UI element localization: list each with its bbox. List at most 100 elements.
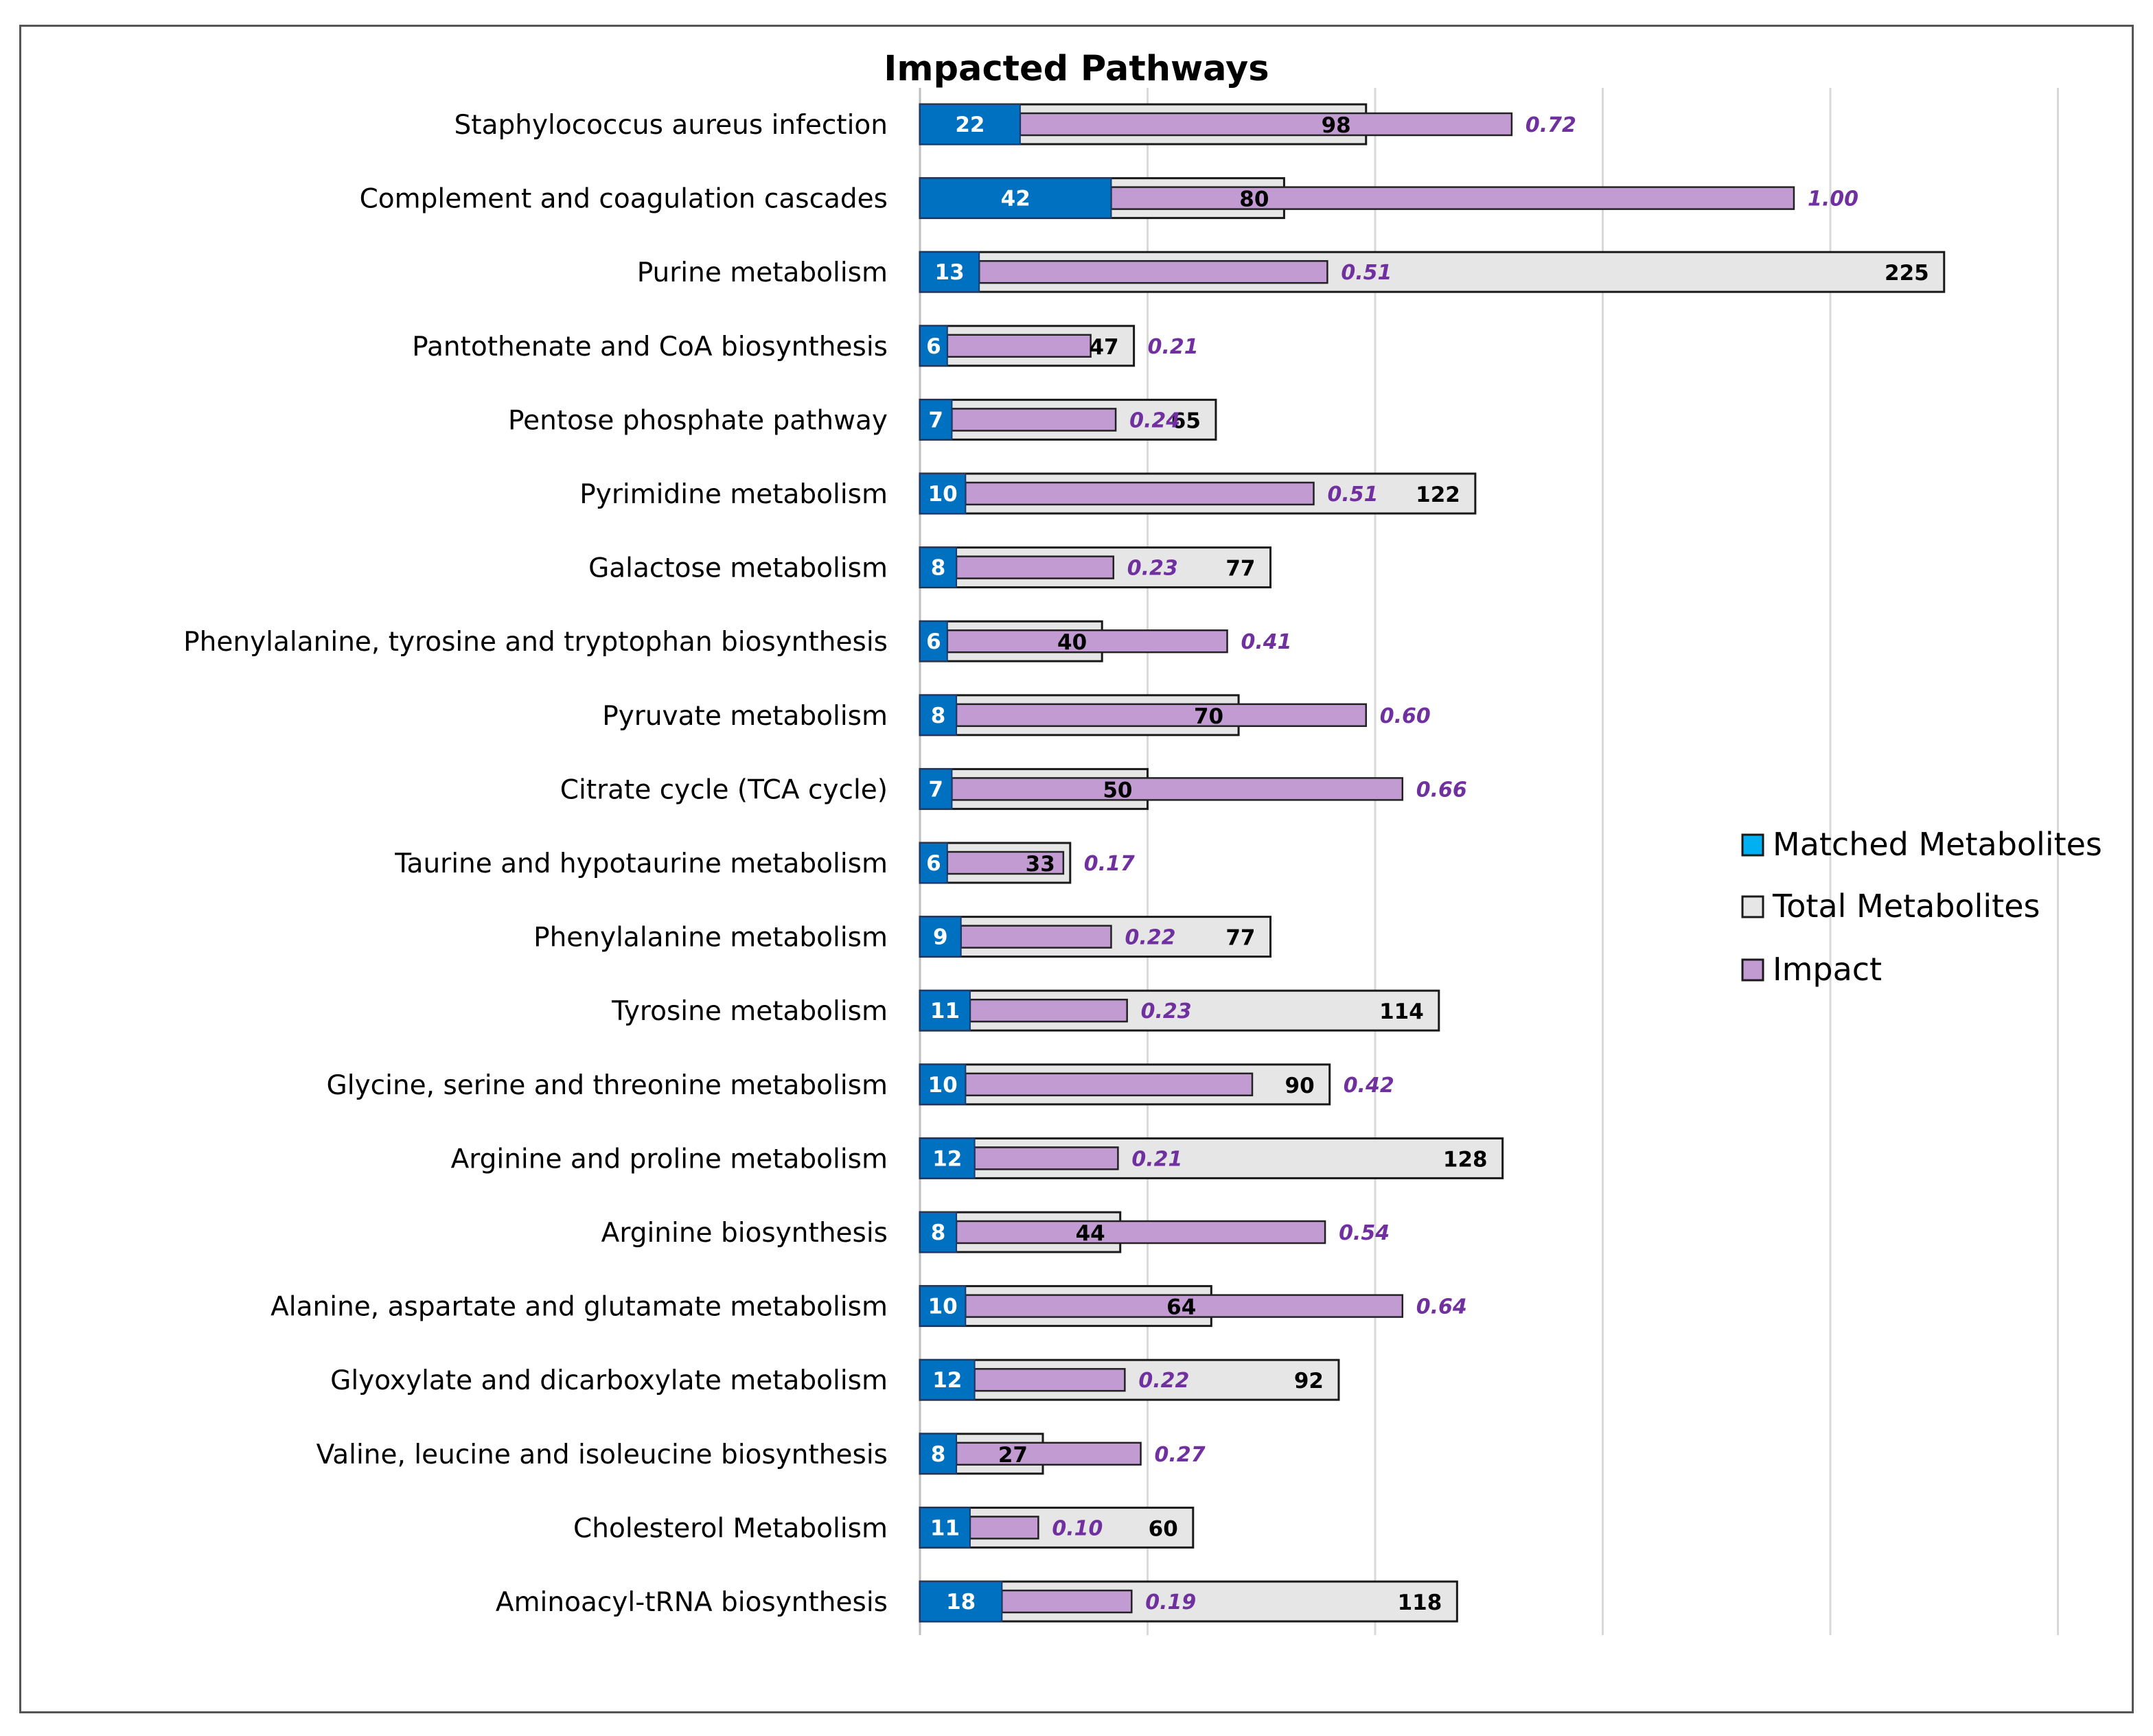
total-value-label: 122 bbox=[1416, 483, 1460, 507]
total-value-label: 65 bbox=[1171, 408, 1201, 433]
category-label: Glycine, serine and threonine metabolism bbox=[327, 1070, 888, 1101]
category-label: Valine, leucine and isoleucine biosynthe… bbox=[316, 1439, 888, 1470]
category-label: Staphylococcus aureus infection bbox=[454, 110, 888, 141]
impact-bar bbox=[1019, 112, 1513, 137]
impact-value-label: 1.00 bbox=[1808, 187, 1858, 211]
impact-bar bbox=[946, 334, 1092, 358]
impact-bar bbox=[969, 998, 1128, 1023]
total-value-label: 114 bbox=[1379, 999, 1424, 1024]
matched-value-label: 22 bbox=[955, 113, 985, 137]
matched-bar bbox=[919, 621, 948, 662]
total-value-label: 77 bbox=[1225, 926, 1255, 951]
impact-value-label: 0.51 bbox=[1341, 261, 1392, 285]
impact-value-label: 0.24 bbox=[1129, 408, 1180, 432]
matched-value-label: 6 bbox=[926, 334, 941, 359]
legend-label: Total Metabolites bbox=[1772, 888, 2040, 925]
impact-bar bbox=[974, 1367, 1126, 1392]
matched-bar bbox=[919, 473, 967, 514]
impact-bar bbox=[951, 408, 1117, 432]
matched-bar bbox=[919, 990, 971, 1032]
total-value-label: 128 bbox=[1443, 1147, 1488, 1172]
matched-bar bbox=[919, 1507, 971, 1549]
legend-swatch bbox=[1741, 895, 1764, 918]
legend-label: Impact bbox=[1773, 951, 1882, 988]
legend-swatch bbox=[1741, 958, 1764, 982]
matched-value-label: 18 bbox=[946, 1590, 976, 1615]
impact-value-label: 0.22 bbox=[1138, 1369, 1189, 1393]
matched-bar bbox=[919, 1285, 967, 1327]
matched-value-label: 7 bbox=[928, 777, 943, 802]
matched-bar bbox=[919, 1212, 958, 1253]
total-value-label: 27 bbox=[998, 1443, 1028, 1468]
category-label: Taurine and hypotaurine metabolism bbox=[394, 848, 888, 879]
impact-bar bbox=[946, 629, 1228, 653]
category-label: Aminoacyl-tRNA biosynthesis bbox=[496, 1587, 888, 1618]
matched-value-label: 8 bbox=[931, 1220, 946, 1245]
matched-value-label: 12 bbox=[932, 1368, 962, 1393]
total-value-label: 118 bbox=[1398, 1590, 1442, 1615]
impact-value-label: 0.17 bbox=[1084, 852, 1135, 876]
matched-bar bbox=[919, 1137, 976, 1179]
total-value-label: 50 bbox=[1103, 778, 1132, 802]
impact-value-label: 0.72 bbox=[1525, 113, 1576, 137]
total-value-label: 40 bbox=[1057, 630, 1087, 655]
matched-value-label: 11 bbox=[930, 999, 960, 1023]
impact-bar bbox=[955, 555, 1115, 579]
category-label: Pyrimidine metabolism bbox=[579, 479, 888, 510]
impact-bar bbox=[969, 1516, 1039, 1540]
impact-value-label: 0.21 bbox=[1131, 1147, 1182, 1171]
total-value-label: 47 bbox=[1089, 335, 1118, 360]
category-label: Arginine biosynthesis bbox=[601, 1218, 888, 1249]
category-label: Glyoxylate and dicarboxylate metabolism bbox=[330, 1365, 888, 1396]
impact-value-label: 0.22 bbox=[1125, 926, 1175, 950]
impact-bar bbox=[974, 1146, 1119, 1170]
category-label: Phenylalanine, tyrosine and tryptophan b… bbox=[183, 627, 888, 658]
total-value-label: 64 bbox=[1166, 1295, 1196, 1320]
total-value-label: 80 bbox=[1239, 187, 1269, 212]
impact-value-label: 0.51 bbox=[1327, 483, 1378, 507]
impact-bar bbox=[965, 1072, 1254, 1097]
category-label: Pentose phosphate pathway bbox=[508, 405, 888, 436]
total-value-label: 98 bbox=[1322, 113, 1351, 138]
category-label: Arginine and proline metabolism bbox=[451, 1144, 888, 1174]
chart-frame bbox=[19, 25, 2134, 1713]
total-value-label: 90 bbox=[1285, 1074, 1315, 1098]
impact-bar bbox=[1110, 186, 1795, 210]
impact-bar bbox=[965, 481, 1315, 506]
matched-bar bbox=[919, 1433, 958, 1474]
matched-value-label: 7 bbox=[928, 408, 943, 432]
legend-swatch bbox=[1741, 833, 1764, 857]
matched-value-label: 10 bbox=[928, 482, 958, 507]
category-label: Alanine, aspartate and glutamate metabol… bbox=[270, 1292, 888, 1323]
matched-value-label: 12 bbox=[932, 1146, 962, 1171]
category-label: Citrate cycle (TCA cycle) bbox=[560, 774, 888, 805]
total-value-label: 33 bbox=[1026, 852, 1055, 877]
matched-bar bbox=[919, 1063, 967, 1105]
impact-value-label: 0.42 bbox=[1344, 1074, 1394, 1098]
impact-value-label: 0.64 bbox=[1416, 1295, 1467, 1319]
total-value-label: 70 bbox=[1194, 704, 1223, 729]
impact-bar bbox=[951, 777, 1404, 801]
legend-label: Matched Metabolites bbox=[1773, 826, 2102, 863]
chart-title: Impacted Pathways bbox=[884, 49, 1269, 89]
total-value-label: 77 bbox=[1225, 557, 1255, 581]
matched-value-label: 8 bbox=[931, 556, 946, 581]
impact-value-label: 0.66 bbox=[1416, 778, 1467, 802]
category-label: Pantothenate and CoA biosynthesis bbox=[412, 332, 888, 362]
impact-bar bbox=[946, 850, 1065, 875]
matched-bar bbox=[919, 546, 958, 588]
category-label: Tyrosine metabolism bbox=[611, 996, 888, 1027]
matched-bar bbox=[919, 325, 948, 367]
impact-bar bbox=[960, 925, 1112, 949]
matched-bar bbox=[919, 1581, 1003, 1622]
matched-bar bbox=[919, 104, 1021, 145]
impact-bar bbox=[1001, 1589, 1133, 1614]
impact-value-label: 0.10 bbox=[1052, 1516, 1103, 1540]
total-value-label: 225 bbox=[1885, 261, 1929, 286]
matched-value-label: 11 bbox=[930, 1516, 960, 1540]
impact-value-label: 0.23 bbox=[1127, 557, 1178, 581]
impact-bar bbox=[978, 259, 1328, 284]
category-label: Purine metabolism bbox=[637, 257, 888, 288]
matched-value-label: 8 bbox=[931, 704, 946, 728]
